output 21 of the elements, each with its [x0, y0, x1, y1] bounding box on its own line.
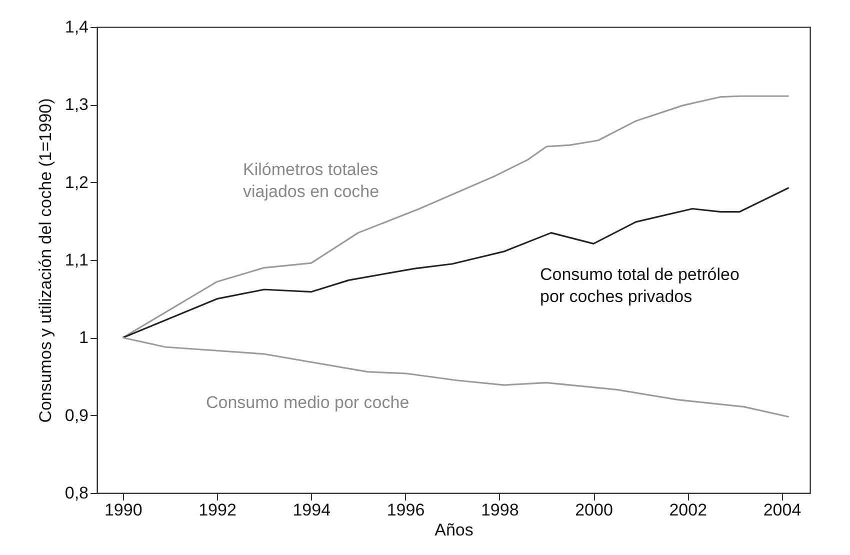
y-tick-label: 1,2 [64, 172, 88, 192]
x-tick-label: 2004 [763, 500, 802, 520]
x-tick-label: 1996 [386, 500, 425, 520]
series-label: Consumo total de petróleo por coches privados [540, 265, 740, 306]
x-tick-label: 1990 [104, 500, 142, 520]
series-label: Kilómetros totales viajados en coche [243, 160, 380, 201]
x-tick-label: 1998 [480, 500, 519, 520]
y-tick-label: 0,8 [64, 484, 88, 502]
y-axis-title: Consumos y utilización del coche (1=1990) [36, 98, 55, 423]
y-tick-label: 1,1 [64, 250, 88, 270]
y-tick-label: 0,9 [64, 406, 88, 425]
y-tick-label: 1 [79, 328, 88, 348]
x-axis-title: Años [434, 520, 474, 540]
x-tick-label: 1994 [292, 500, 331, 520]
series-label: Consumo medio por coche [206, 393, 410, 412]
x-tick-label: 1992 [198, 500, 236, 520]
x-tick-label: 2000 [575, 500, 613, 520]
y-tick-label: 1,4 [64, 18, 88, 36]
x-tick-label: 2002 [669, 500, 708, 520]
line-series [122, 186, 790, 338]
y-tick-label: 1,3 [64, 95, 88, 114]
